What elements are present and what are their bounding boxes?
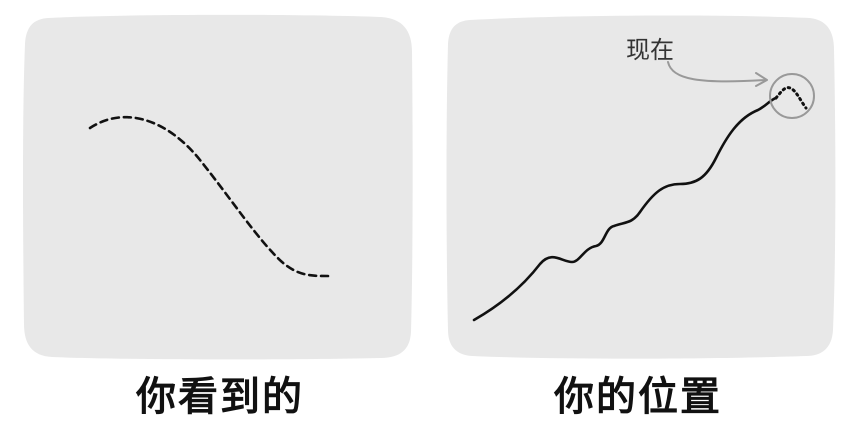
annotation-arrow bbox=[667, 61, 767, 83]
now-dotted-segment bbox=[774, 86, 808, 110]
diagram-canvas: 现在 bbox=[23, 14, 836, 360]
right-caption: 你的位置 bbox=[554, 374, 722, 420]
left-panel bbox=[23, 14, 413, 360]
annotation-now-label: 现在 bbox=[626, 36, 674, 64]
perceived-curve bbox=[88, 115, 330, 278]
right-panel bbox=[446, 15, 836, 359]
actual-trajectory-curve bbox=[472, 96, 778, 322]
now-highlight-circle bbox=[769, 73, 815, 119]
annotation-arrowhead bbox=[755, 72, 768, 87]
left-caption: 你看到的 bbox=[136, 374, 304, 420]
